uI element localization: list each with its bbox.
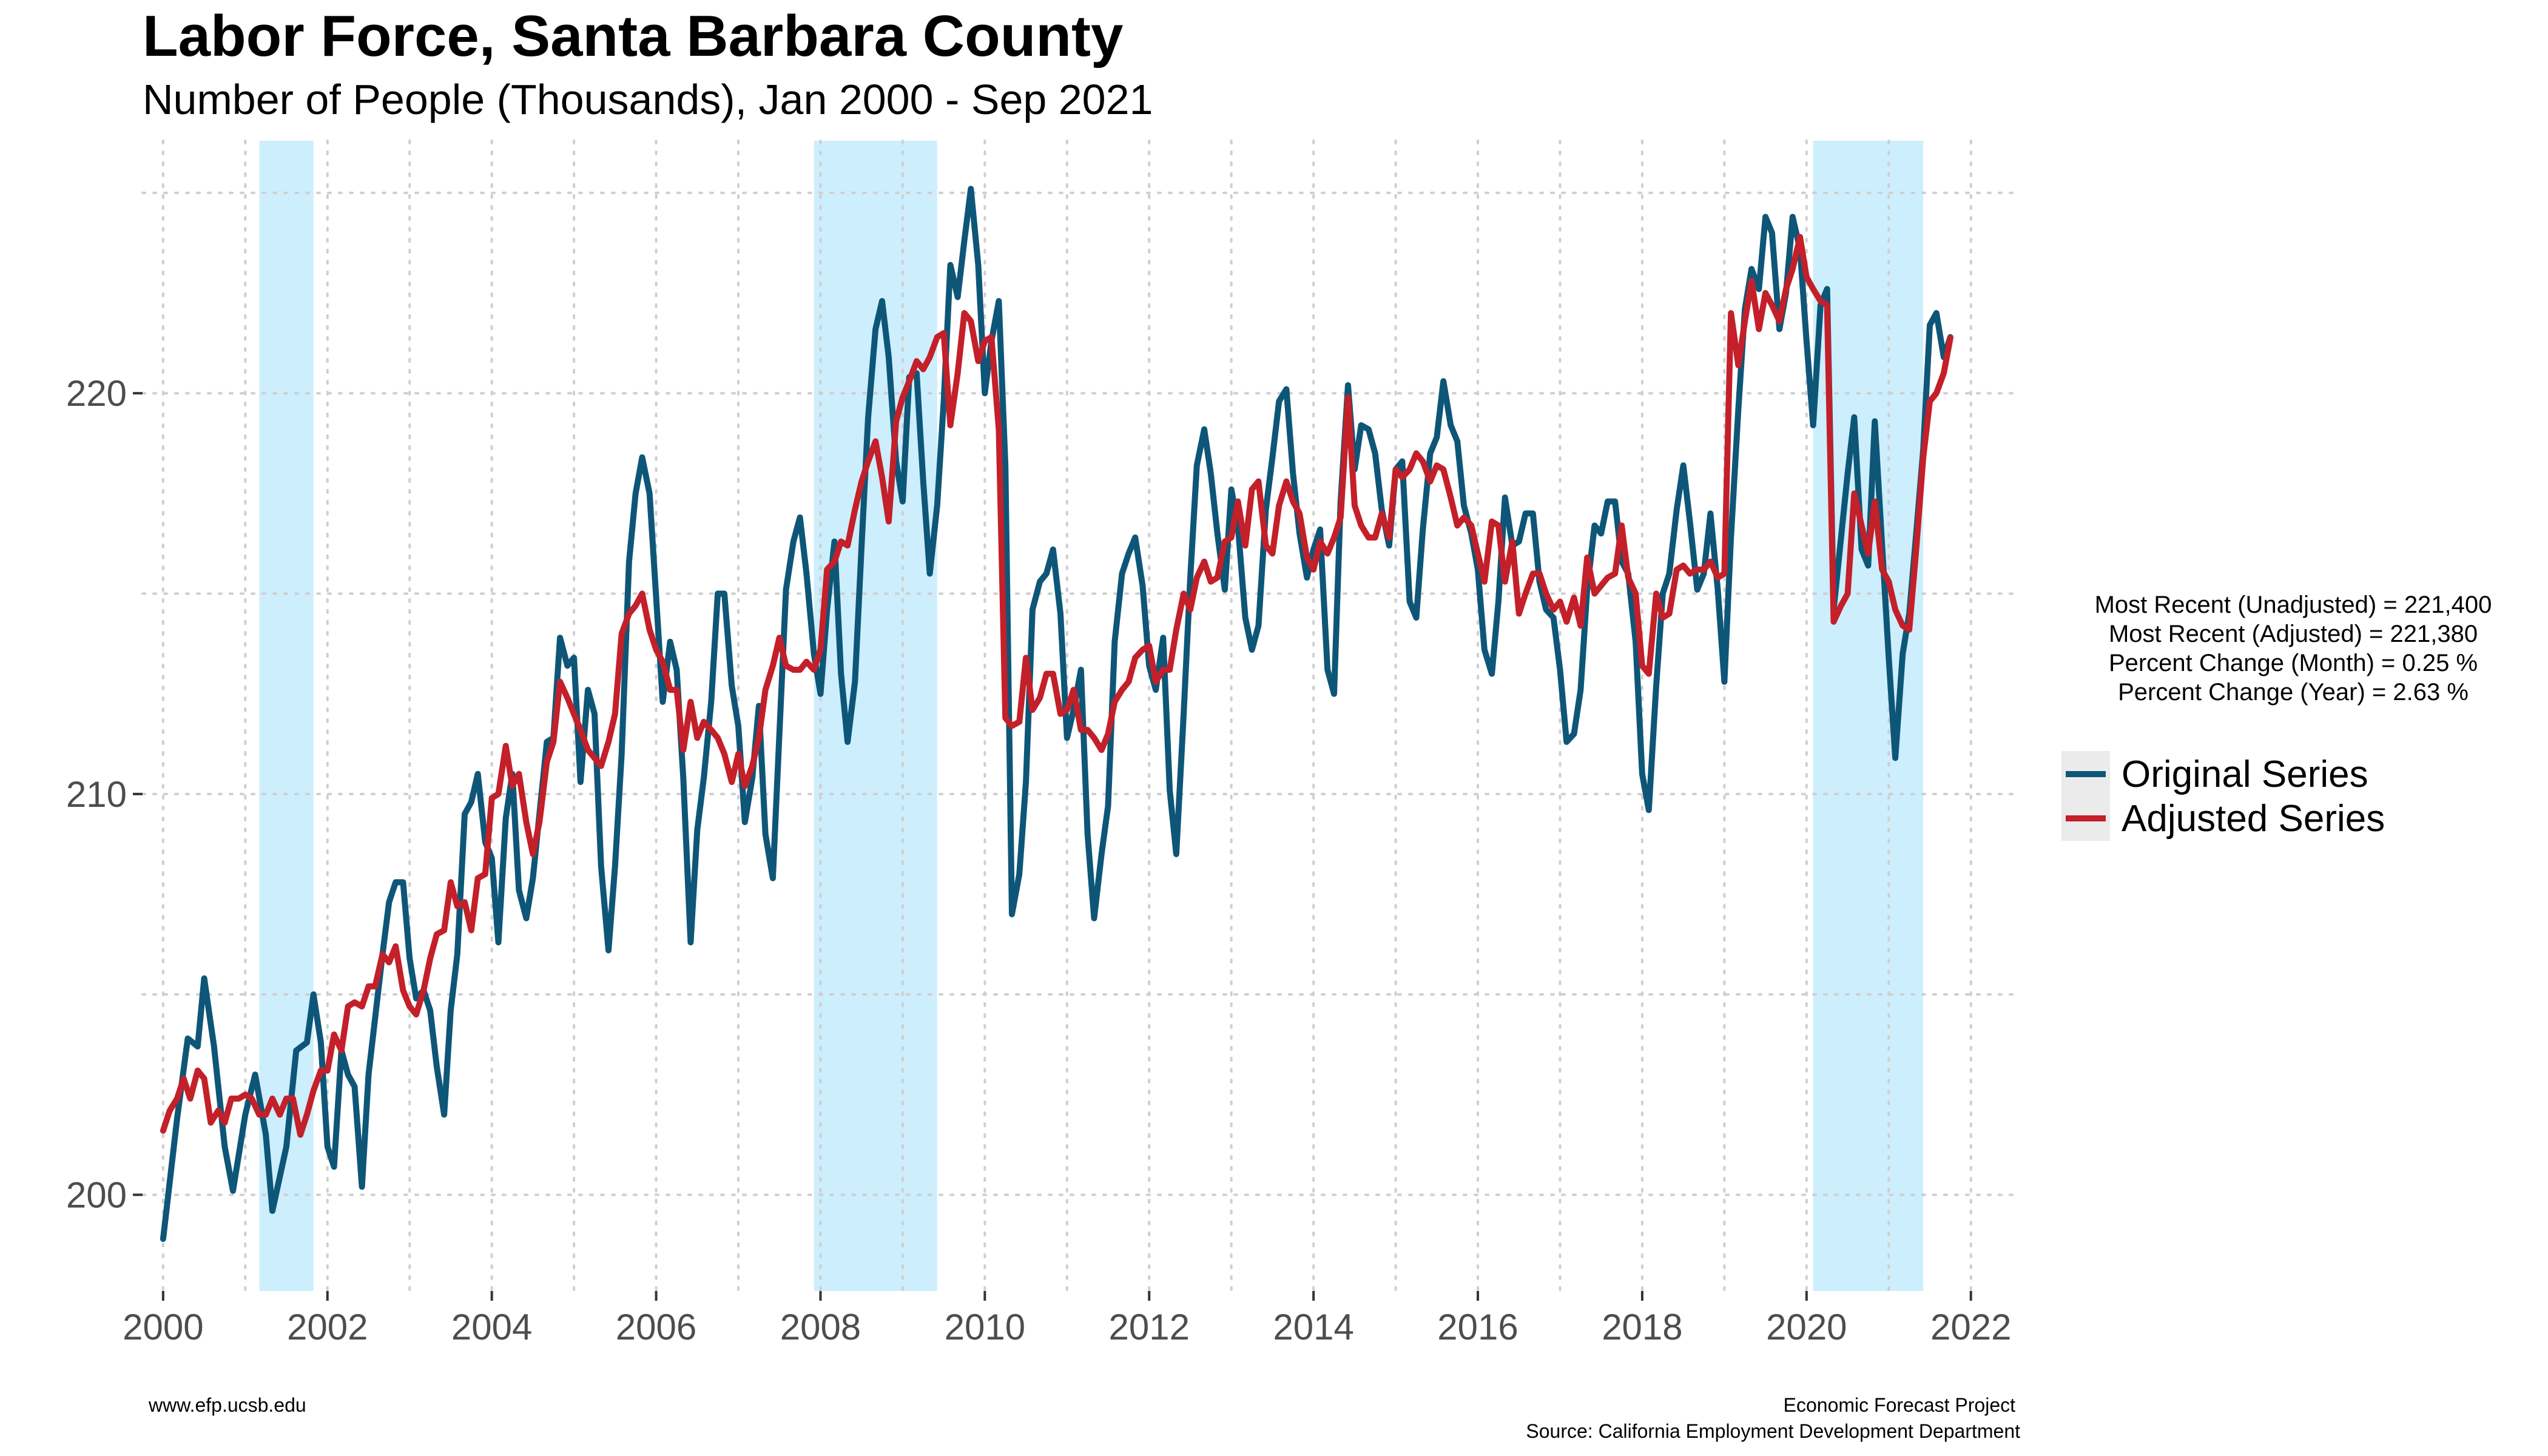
y-tick-label-210: 210 [66,774,127,815]
series-lines [160,186,1953,1242]
recession-band-3 [1813,141,1924,1291]
x-tick-label-2008: 2008 [780,1307,861,1347]
x-tick-label-2004: 2004 [451,1307,532,1347]
grid-lines [141,140,2021,1292]
x-tick-label-2016: 2016 [1437,1307,1518,1347]
x-tick-label-2018: 2018 [1602,1307,1682,1347]
legend-label-original: Original Series [2122,753,2368,795]
chart-title: Labor Force, Santa Barbara County [143,4,1123,69]
stat-percent-year: Percent Change (Year) = 2.63 % [2118,679,2469,706]
stat-adjusted: Most Recent (Adjusted) = 221,380 [2109,621,2478,647]
recession-band-2 [814,141,937,1291]
x-tick-label-2010: 2010 [945,1307,1025,1347]
x-tick-label-2000: 2000 [123,1307,203,1347]
axis-ticks: 2000 2002 2004 2006 2008 2010 2012 2014 2016 2018… [66,373,2012,1347]
stats-block: Most Recent (Unadjusted) = 221,400 Most … [2095,592,2492,706]
x-tick-label-2006: 2006 [616,1307,696,1347]
legend-label-adjusted: Adjusted Series [2122,798,2385,840]
x-tick-label-2022: 2022 [1930,1307,2011,1347]
series-line-original-series [160,186,1953,1242]
series-line-adjusted-series [160,234,1953,1138]
x-tick-label-2002: 2002 [287,1307,368,1347]
stat-percent-month: Percent Change (Month) = 0.25 % [2109,650,2478,676]
legend: Original Series Adjusted Series [2061,751,2385,841]
recession-bands [259,141,1924,1291]
chart-subtitle: Number of People (Thousands), Jan 2000 -… [143,76,1153,123]
legend-key-background [2061,751,2110,841]
y-tick-label-200: 200 [66,1175,127,1215]
x-tick-label-2014: 2014 [1273,1307,1353,1347]
footer-source: Source: California Employment Developmen… [1526,1420,2020,1442]
x-tick-label-2020: 2020 [1766,1307,1847,1347]
footer-website: www.efp.ucsb.edu [148,1394,306,1416]
y-tick-label-220: 220 [66,373,127,414]
x-tick-label-2012: 2012 [1109,1307,1190,1347]
footer-project: Economic Forecast Project [1784,1394,2015,1416]
stat-unadjusted: Most Recent (Unadjusted) = 221,400 [2095,592,2492,618]
